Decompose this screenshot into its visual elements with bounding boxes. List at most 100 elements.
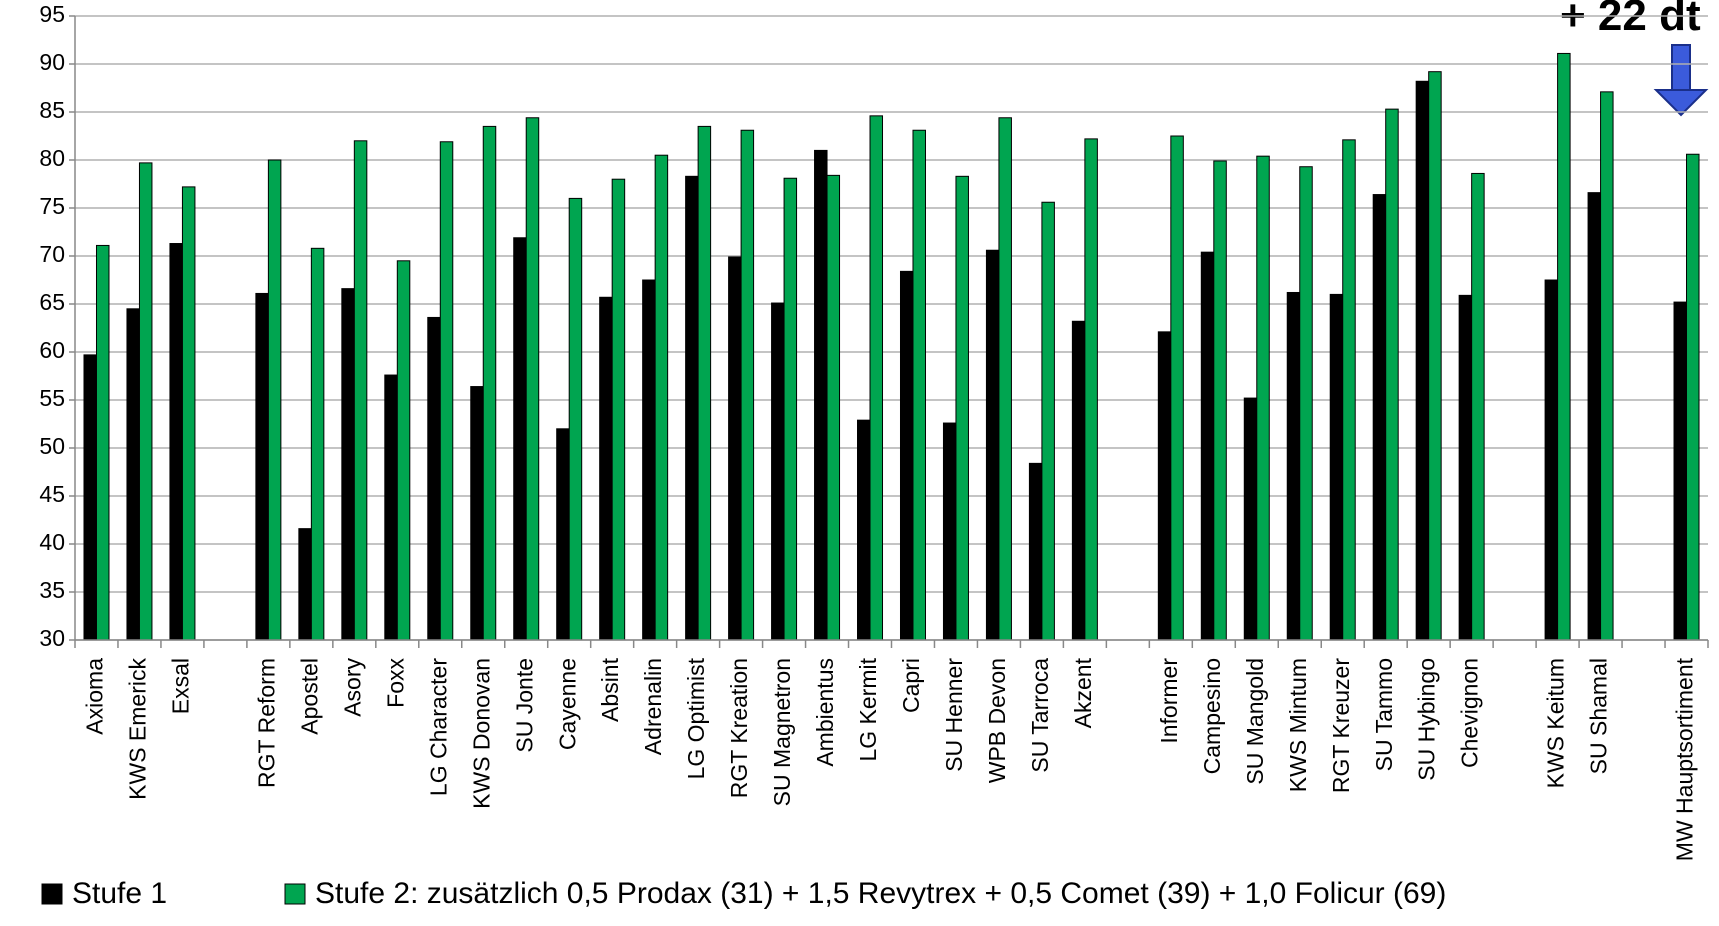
bar [654,154,669,641]
y-tick-label: 95 [39,1,65,27]
x-tick-label: Adrenalin [640,658,666,755]
bar [353,140,368,641]
x-tick-label: RGT Kreation [726,658,752,798]
x-tick-label: KWS Mintum [1285,658,1311,792]
bar [427,316,441,641]
bar [1256,155,1270,641]
bar [1428,71,1442,641]
bar [1458,294,1473,641]
bar [1342,139,1356,641]
bar [1372,194,1387,641]
y-tick-label: 70 [39,241,65,267]
legend-label: Stufe 2: zusätzlich 0,5 Prodax (31) + 1,… [315,877,1446,910]
bar [728,256,742,641]
x-tick-label: Capri [898,658,924,713]
bar [1544,279,1559,641]
legend-label: Stufe 1 [72,877,167,910]
bar [169,243,183,641]
bar [1084,138,1098,641]
x-tick-label: SU Tarroca [1027,658,1053,773]
x-tick-label: KWS Donovan [468,658,494,809]
x-tick-label: LG Optimist [683,657,709,779]
x-tick-label: Foxx [382,658,408,708]
bar [783,177,798,641]
x-tick-label: SU Mangold [1242,658,1268,785]
y-tick-label: 50 [39,433,65,459]
bar [1028,462,1043,641]
bar [942,422,957,641]
bar [341,288,355,641]
arrow [1653,44,1709,117]
bar [599,296,613,641]
bar [912,129,926,641]
x-tick-label: Exsal [168,658,194,714]
x-tick-label: Akzent [1070,657,1096,728]
x-tick-label: Campesino [1199,658,1225,774]
bar [1329,293,1344,641]
bar [138,162,153,641]
x-tick-label: Ambientus [812,658,838,767]
x-tick-label: WPB Devon [984,658,1010,783]
bar [1471,172,1485,641]
y-tick-label: 75 [39,193,65,219]
bar [1071,320,1086,641]
x-tick-label: Apostel [296,658,322,735]
bar [1157,331,1172,641]
bar [826,174,841,641]
bar [310,247,325,641]
x-tick-label: Absint [597,657,623,722]
x-tick-label: SU Magnetron [769,658,795,806]
x-tick-label: MW Hauptsortiment [1672,657,1698,861]
bar [740,129,755,641]
bar [298,528,312,641]
bar [470,386,484,641]
bar [998,117,1012,641]
y-tick-label: 65 [39,289,65,315]
bar [83,354,97,641]
x-tick-label: SU Hybingo [1414,658,1440,781]
bar [899,270,914,641]
bar [1600,91,1614,641]
bar [1673,301,1688,641]
x-tick-label: SU Henner [941,658,967,772]
bar [513,237,527,641]
bar [771,302,785,641]
bar [1587,192,1602,641]
y-tick-label: 85 [39,97,65,123]
y-tick-label: 45 [39,481,65,507]
y-tick-label: 90 [39,49,65,75]
bar [1286,291,1301,641]
y-tick-label: 55 [39,385,65,411]
bar [556,428,570,641]
x-tick-label: RGT Kreuzer [1328,658,1354,793]
y-tick-label: 80 [39,145,65,171]
bar [439,141,454,641]
bar [568,197,583,641]
x-tick-label: Chevignon [1457,658,1483,768]
bar [1243,397,1258,641]
bar [685,175,699,641]
bar [525,117,540,641]
x-tick-label: SU Jonte [511,658,537,753]
bar [1041,201,1055,641]
bar [1557,52,1571,641]
bar [126,308,140,641]
bar [1200,251,1215,641]
annotation: + 22 dt [1560,0,1701,40]
bar [611,178,626,641]
x-tick-label: Informer [1156,658,1182,744]
x-tick-label: Cayenne [554,658,580,750]
bar [642,279,656,641]
bar [396,260,411,641]
bar [1299,166,1313,641]
bar [1385,108,1399,641]
bar [955,175,969,641]
x-tick-label: KWS Keitum [1543,658,1569,788]
bar [95,244,110,641]
x-tick-label: KWS Emerick [125,658,151,800]
x-tick-label: SU Shamal [1586,658,1612,774]
x-tick-label: Axioma [82,658,108,735]
bar [482,125,497,641]
x-tick-label: SU Tammo [1371,658,1397,771]
y-tick-label: 35 [39,577,65,603]
